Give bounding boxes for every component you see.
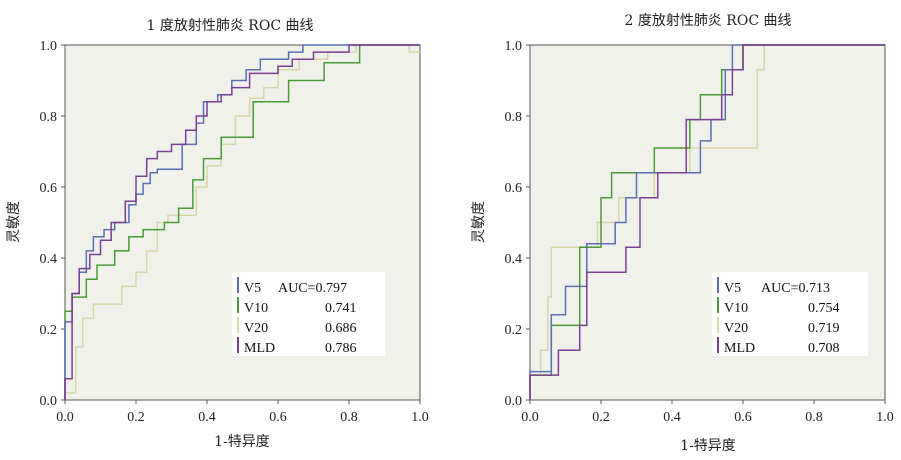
roc-line-v10 <box>64 44 420 400</box>
x-tick-label: 1.0 <box>876 410 894 425</box>
legend-label: V10 <box>244 301 268 316</box>
legend-auc: 0.719 <box>808 321 840 336</box>
legend-label: V20 <box>244 321 268 336</box>
y-axis-label: 灵敏度 <box>471 201 487 243</box>
y-tick-label: 0.0 <box>505 394 523 409</box>
legend-auc: 0.741 <box>325 301 357 316</box>
y-tick-label: 0.8 <box>40 110 58 125</box>
tick-labels: 0.0 0.2 0.4 0.6 0.8 1.0 0.0 0.2 0.4 0.6 0.8 1.0 <box>505 39 894 425</box>
roc-line-mld <box>529 44 885 400</box>
y-tick-label: 0.2 <box>505 323 523 338</box>
y-tick-label: 0.8 <box>505 110 523 125</box>
y-tick-label: 0.4 <box>40 252 58 267</box>
roc-lines <box>529 44 885 400</box>
legend-label: V20 <box>724 321 748 336</box>
legend-label: V10 <box>724 301 748 316</box>
roc-panel-grade1: 1 度放射性肺炎 ROC 曲线 0.0 0.2 0.4 0.6 0.8 1.0 0.0 0.2… <box>6 18 429 450</box>
y-tick-label: 1.0 <box>40 39 58 54</box>
x-tick-label: 1.0 <box>411 410 429 425</box>
tick-labels: 0.0 0.2 0.4 0.6 0.8 1.0 0.0 0.2 0.4 0.6 0.8 1.0 <box>40 39 429 425</box>
legend-auc: AUC=0.713 <box>761 281 830 296</box>
x-tick-label: 0.8 <box>805 410 823 425</box>
x-tick-label: 0.2 <box>592 410 610 425</box>
chart-title: 2 度放射性肺炎 ROC 曲线 <box>625 13 792 29</box>
legend-label: MLD <box>724 341 755 356</box>
x-tick-label: 0.4 <box>663 410 681 425</box>
y-axis-label: 灵敏度 <box>6 201 22 243</box>
legend-box <box>712 272 868 356</box>
legend-label: V5 <box>724 281 741 296</box>
roc-line-v5 <box>529 44 885 400</box>
x-axis-label: 1-特异度 <box>680 438 736 454</box>
x-tick-label: 0.4 <box>198 410 216 425</box>
x-tick-label: 0.8 <box>340 410 358 425</box>
x-tick-label: 0.6 <box>269 410 287 425</box>
legend-label: MLD <box>244 341 275 356</box>
legend-box <box>232 272 385 356</box>
legend-auc: 0.786 <box>325 341 357 356</box>
roc-line-v20 <box>529 44 885 400</box>
y-tick-label: 0.2 <box>40 323 58 338</box>
chart-title: 1 度放射性肺炎 ROC 曲线 <box>147 18 314 34</box>
y-tick-label: 0.0 <box>40 394 58 409</box>
x-tick-label: 0.0 <box>56 410 74 425</box>
x-tick-label: 0.2 <box>127 410 145 425</box>
x-tick-label: 0.0 <box>521 410 539 425</box>
y-tick-label: 1.0 <box>505 39 523 54</box>
y-tick-label: 0.6 <box>505 181 523 196</box>
roc-lines <box>64 44 420 400</box>
y-tick-label: 0.4 <box>505 252 523 267</box>
legend: V5 AUC=0.797 V10 0.741 V20 0.686 MLD 0.786 <box>232 272 385 356</box>
y-tick-label: 0.6 <box>40 181 58 196</box>
x-axis-label: 1-特异度 <box>214 434 270 450</box>
legend-auc: AUC=0.797 <box>278 281 347 296</box>
roc-line-mld <box>64 44 420 400</box>
legend: V5 AUC=0.713 V10 0.754 V20 0.719 MLD 0.708 <box>712 272 868 356</box>
legend-auc: 0.754 <box>808 301 840 316</box>
legend-label: V5 <box>244 281 261 296</box>
roc-line-v5 <box>64 44 420 400</box>
legend-auc: 0.686 <box>325 321 357 336</box>
legend-auc: 0.708 <box>808 341 840 356</box>
x-tick-label: 0.6 <box>734 410 752 425</box>
roc-panel-grade2: 2 度放射性肺炎 ROC 曲线 0.0 0.2 0.4 0.6 0.8 1.0 0.0 0.2… <box>471 13 894 454</box>
